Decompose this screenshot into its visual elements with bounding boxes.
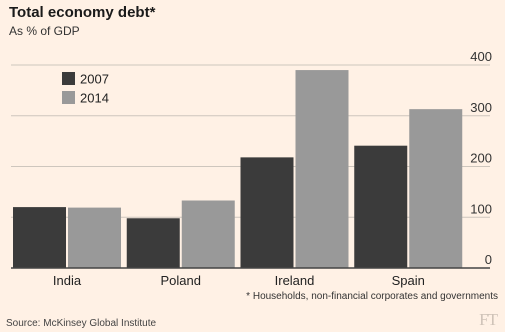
y-tick-label: 200 [470,151,492,166]
y-tick-label: 0 [485,252,492,267]
y-tick-label: 300 [470,100,492,115]
bar-india-2014 [68,207,121,268]
bar-spain-2014 [409,109,463,268]
bar-ireland-2014 [295,70,349,268]
bar-ireland-2007 [240,157,294,268]
bar-spain-2007 [354,145,408,268]
legend-swatch-2007 [62,72,75,85]
x-tick-label: Poland [161,273,201,288]
x-tick-label: Ireland [275,273,315,288]
legend-label-2014: 2014 [80,91,109,106]
bar-poland-2007 [126,218,180,268]
y-tick-label: 400 [470,49,492,64]
footnote: * Households, non-financial corporates a… [246,291,498,302]
x-tick-label: Spain [392,273,425,288]
chart-subtitle: As % of GDP [9,24,80,38]
ft-logo: FT [479,310,498,329]
bar-india-2007 [13,207,66,268]
chart-title: Total economy debt* [9,4,156,21]
legend-label-2007: 2007 [80,72,109,87]
y-tick-label: 100 [470,201,492,216]
legend-swatch-2014 [62,91,75,104]
source-note: Source: McKinsey Global Institute [6,318,157,329]
bar-poland-2014 [181,200,235,268]
x-tick-label: India [53,273,82,288]
